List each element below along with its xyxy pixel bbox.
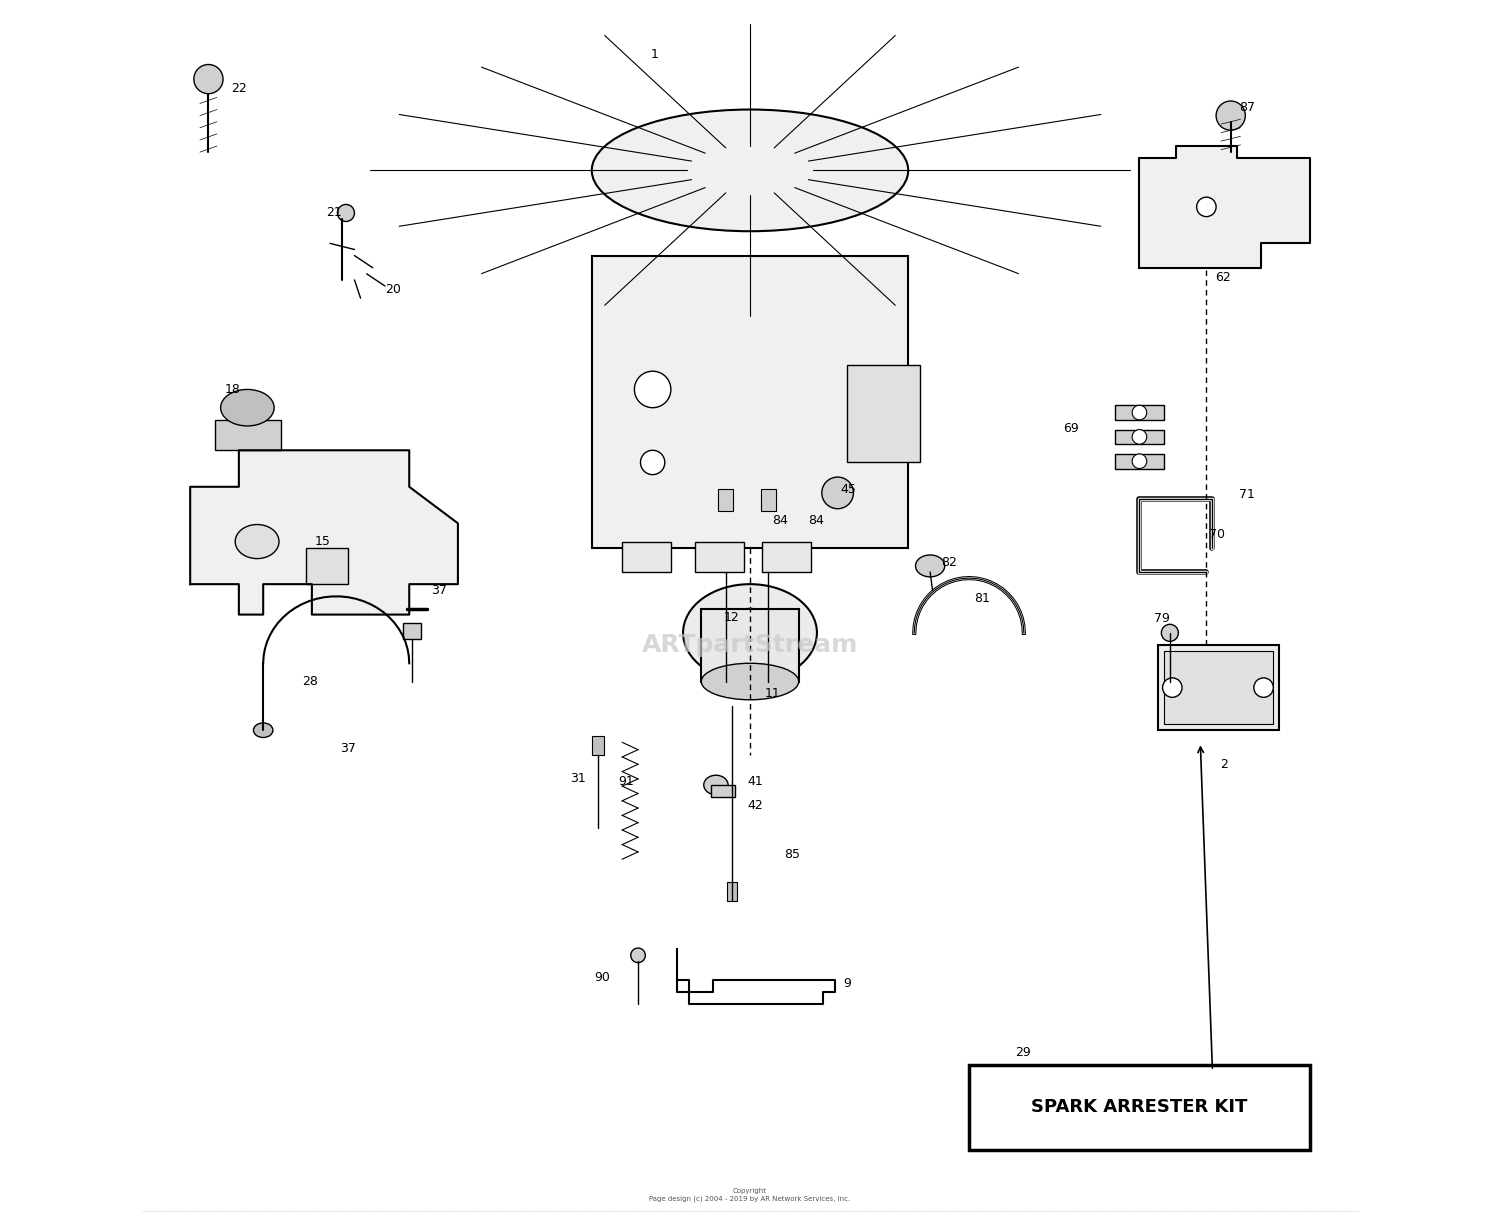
Polygon shape (190, 450, 458, 615)
Text: 90: 90 (594, 971, 610, 983)
Text: 81: 81 (974, 593, 990, 605)
Bar (1114, 405, 1164, 420)
Text: 29: 29 (1016, 1047, 1031, 1059)
Ellipse shape (640, 450, 664, 475)
Bar (1114, 454, 1164, 469)
Bar (622, 542, 670, 572)
Bar (1158, 645, 1280, 730)
Bar (718, 489, 734, 511)
Ellipse shape (254, 723, 273, 738)
Text: 12: 12 (723, 611, 740, 623)
Text: 79: 79 (1154, 612, 1170, 624)
Bar (694, 542, 744, 572)
Ellipse shape (1216, 101, 1245, 130)
Ellipse shape (634, 371, 670, 408)
Text: 37: 37 (430, 584, 447, 596)
Bar (592, 256, 908, 548)
Bar (760, 489, 776, 511)
Ellipse shape (704, 775, 728, 795)
Text: 87: 87 (1239, 101, 1256, 113)
Text: 71: 71 (1239, 488, 1256, 500)
Text: 91: 91 (618, 775, 634, 787)
Text: 15: 15 (315, 535, 330, 548)
Ellipse shape (682, 584, 818, 682)
Text: Copyright
Page design (c) 2004 - 2019 by AR Network Services, Inc.: Copyright Page design (c) 2004 - 2019 by… (650, 1188, 850, 1202)
Polygon shape (1140, 146, 1310, 268)
Text: SPARK ARRESTER KIT: SPARK ARRESTER KIT (1032, 1099, 1248, 1116)
Ellipse shape (702, 663, 798, 700)
Ellipse shape (1162, 678, 1182, 697)
Ellipse shape (194, 65, 224, 94)
Text: 20: 20 (386, 284, 400, 296)
Ellipse shape (1132, 430, 1146, 444)
Ellipse shape (220, 389, 274, 426)
Ellipse shape (822, 477, 854, 509)
Bar (214, 420, 282, 450)
Text: 37: 37 (340, 742, 356, 755)
Text: 31: 31 (570, 773, 585, 785)
Ellipse shape (338, 204, 354, 221)
Bar (306, 548, 348, 584)
Text: 84: 84 (808, 515, 825, 527)
Text: 11: 11 (765, 688, 780, 700)
Bar (711, 785, 735, 797)
Ellipse shape (1161, 624, 1179, 641)
Ellipse shape (1132, 405, 1146, 420)
Bar (847, 365, 921, 462)
Ellipse shape (1197, 197, 1216, 217)
Text: 22: 22 (231, 83, 248, 95)
Text: 69: 69 (1064, 422, 1078, 434)
Text: 1: 1 (650, 49, 658, 61)
Bar (969, 1065, 1310, 1150)
Text: 28: 28 (302, 675, 318, 688)
Ellipse shape (720, 608, 780, 657)
Ellipse shape (1254, 678, 1274, 697)
Text: 70: 70 (1209, 528, 1225, 540)
Bar (1164, 651, 1274, 724)
Text: 45: 45 (840, 483, 856, 495)
Bar (404, 623, 422, 639)
Text: 82: 82 (940, 556, 957, 568)
Text: 2: 2 (1220, 758, 1227, 770)
Bar (762, 542, 812, 572)
Text: 84: 84 (772, 515, 788, 527)
Ellipse shape (915, 555, 945, 577)
Ellipse shape (1132, 454, 1146, 469)
Text: 42: 42 (747, 800, 764, 812)
Text: 85: 85 (784, 848, 800, 860)
Ellipse shape (592, 110, 908, 231)
Bar (592, 736, 604, 755)
Bar (728, 882, 736, 901)
Text: 41: 41 (747, 775, 764, 787)
Text: 18: 18 (225, 383, 240, 396)
Text: 9: 9 (843, 977, 852, 989)
Ellipse shape (630, 948, 645, 963)
Bar (702, 608, 798, 682)
Text: 62: 62 (1215, 271, 1230, 284)
Text: ARTpartStream: ARTpartStream (642, 633, 858, 657)
Text: 21: 21 (327, 207, 342, 219)
Ellipse shape (236, 525, 279, 559)
Bar (1114, 430, 1164, 444)
